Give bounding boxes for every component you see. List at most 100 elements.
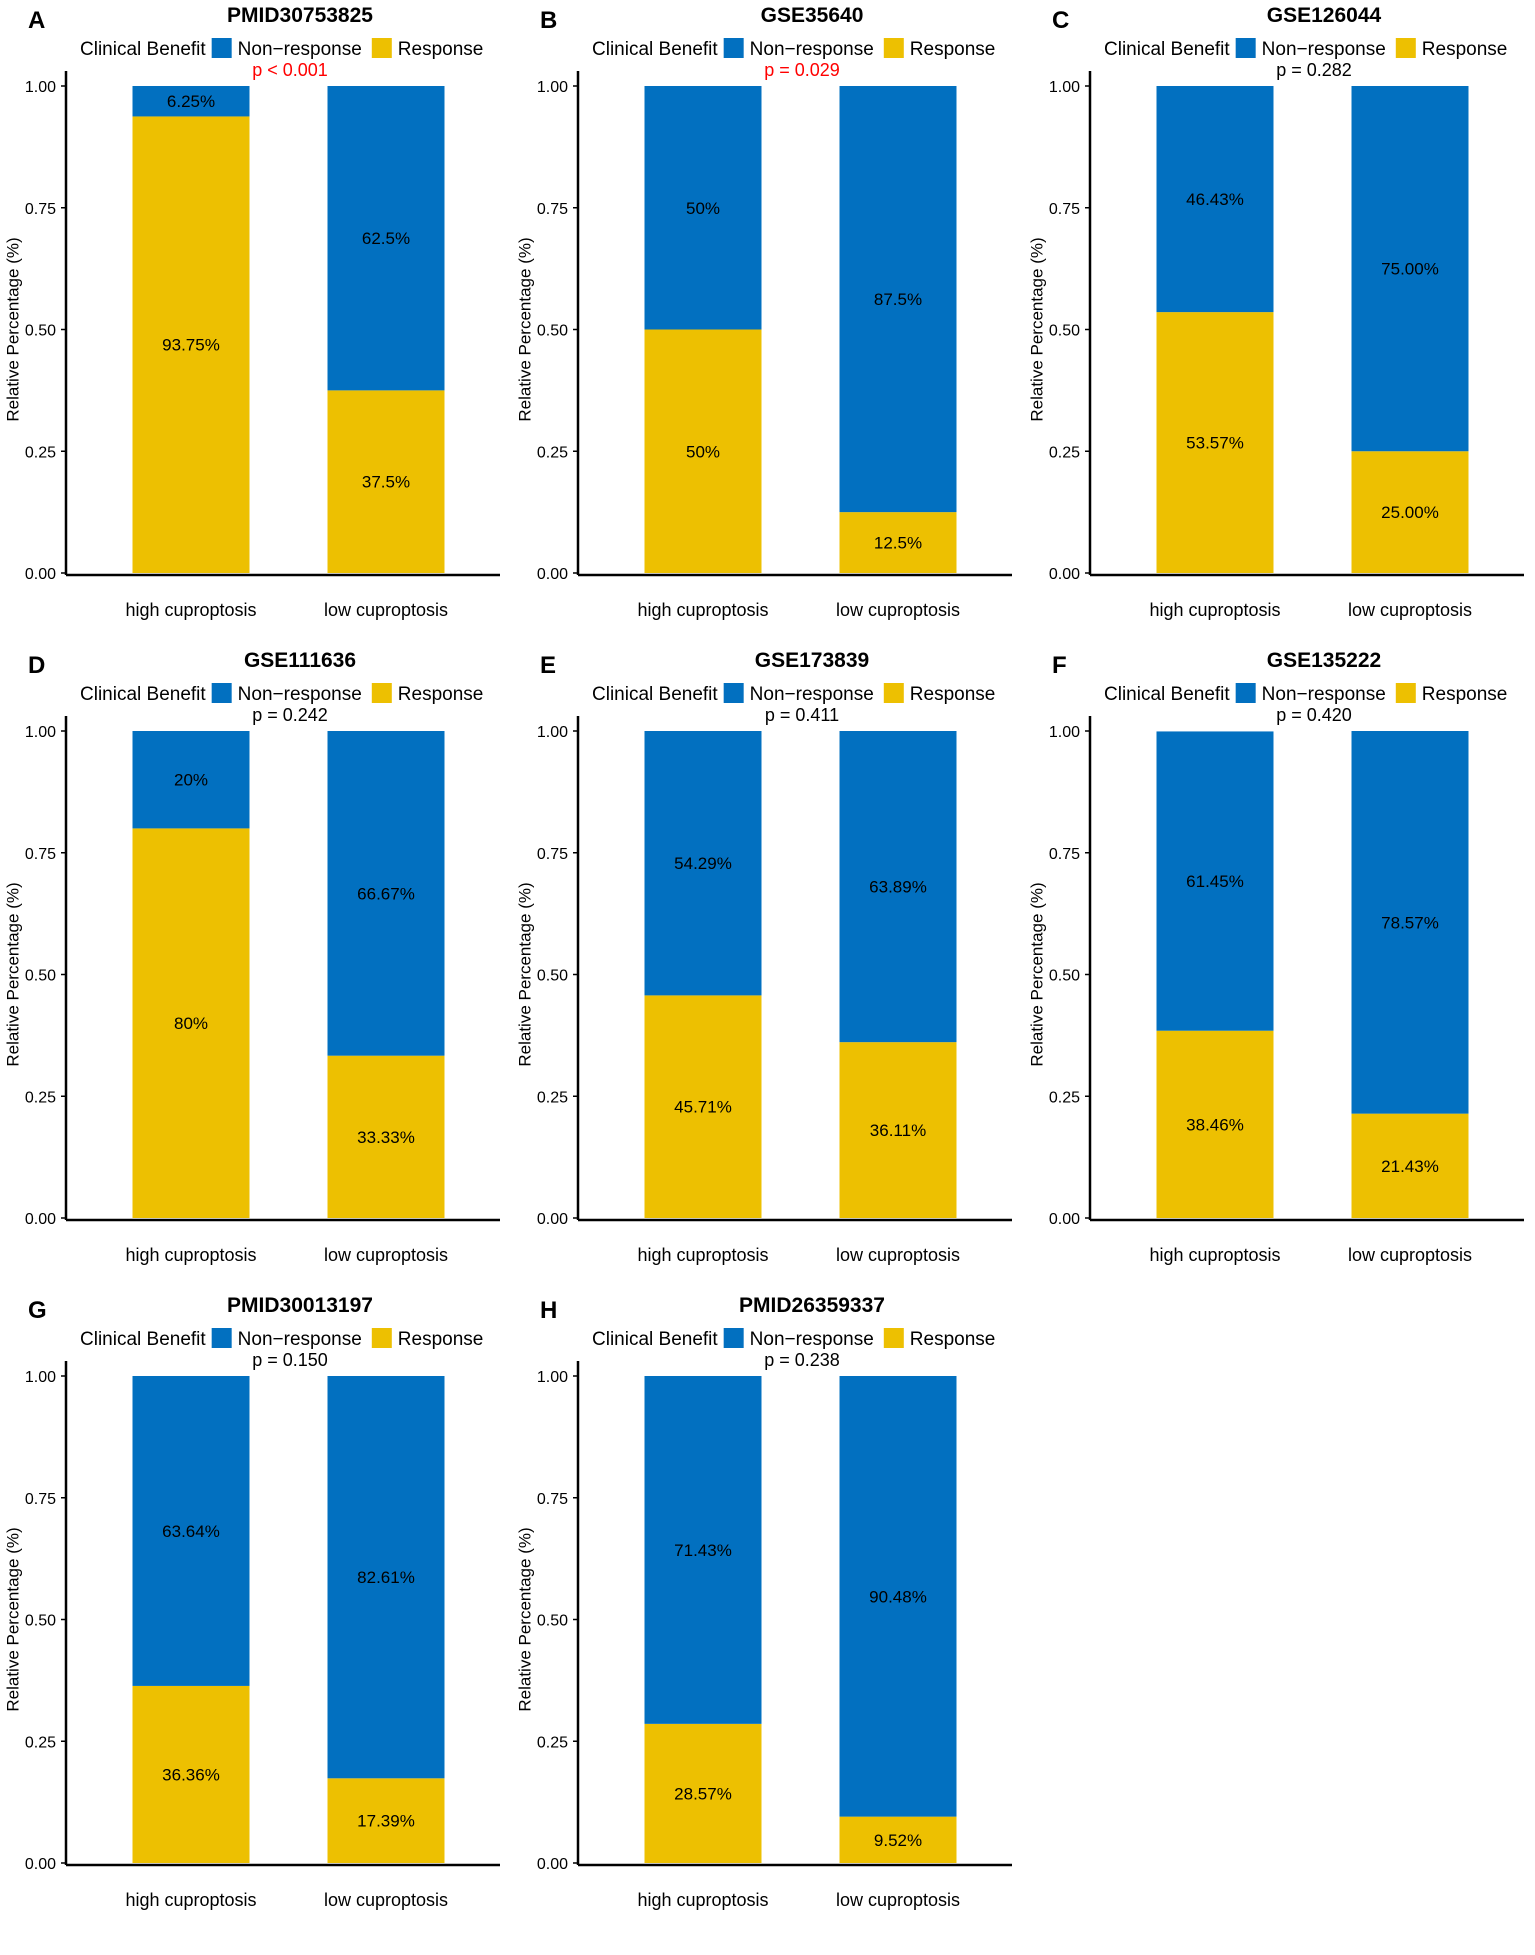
y-tick-label: 0.00: [537, 1211, 568, 1228]
y-axis-label: Relative Percentage (%): [515, 237, 534, 421]
y-tick-label: 0.50: [537, 968, 568, 985]
x-tick-label: high cuproptosis: [125, 1890, 256, 1910]
legend-swatch-response: [1395, 683, 1416, 703]
y-tick-label: 1.00: [1049, 79, 1080, 96]
bar-label-response: 80%: [174, 1014, 208, 1033]
p-value: p = 0.411: [765, 705, 839, 725]
bar-non-response: [1351, 731, 1469, 1114]
bar-response: [839, 1042, 957, 1218]
bar-label-response: 45.71%: [674, 1098, 732, 1117]
bar-label-non-response: 78.57%: [1381, 913, 1439, 932]
y-tick-label: 0.00: [25, 1856, 56, 1873]
legend-title: Clinical Benefit: [80, 39, 206, 60]
chart-panel-b: B GSE35640 Clinical Benefit Non−response Res…: [515, 4, 1012, 620]
p-value: p = 0.242: [252, 705, 328, 725]
legend-label-response: Response: [1422, 684, 1508, 705]
chart-panel-a: A PMID30753825 Clinical Benefit Non−respons…: [3, 4, 500, 620]
bar-label-response: 36.36%: [162, 1765, 220, 1784]
bar-response: [1156, 1030, 1274, 1218]
y-tick-label: 0.25: [1049, 1089, 1080, 1106]
p-value: p = 0.420: [1276, 705, 1352, 725]
chart-panel-d: D GSE111636 Clinical Benefit Non−response Re…: [3, 649, 500, 1265]
y-tick-label: 0.75: [25, 846, 56, 863]
legend-title: Clinical Benefit: [1104, 684, 1230, 705]
y-tick-label: 0.75: [537, 201, 568, 218]
bar-label-non-response: 61.45%: [1186, 872, 1244, 891]
x-tick-label: low cuproptosis: [1348, 1245, 1472, 1265]
bar-label-response: 38.46%: [1186, 1115, 1244, 1134]
chart-title: GSE126044: [1267, 4, 1382, 27]
legend: Clinical Benefit Non−response Response: [80, 38, 483, 60]
legend-title: Clinical Benefit: [592, 1329, 718, 1350]
legend: Clinical Benefit Non−response Response: [592, 683, 995, 705]
y-tick-label: 0.25: [537, 1089, 568, 1106]
legend: Clinical Benefit Non−response Response: [1104, 683, 1507, 705]
x-tick-label: high cuproptosis: [637, 1890, 768, 1910]
bar-response: [132, 828, 250, 1218]
y-axis-label: Relative Percentage (%): [1027, 237, 1046, 421]
bar-non-response: [839, 731, 957, 1043]
bar-label-non-response: 75.00%: [1381, 260, 1439, 279]
legend-swatch-non-response: [723, 1328, 744, 1348]
legend-swatch-response: [371, 1328, 392, 1348]
bar-label-non-response: 46.43%: [1186, 190, 1244, 209]
chart-panel-c: C GSE126044 Clinical Benefit Non−response Re…: [1027, 4, 1524, 620]
x-tick-label: high cuproptosis: [125, 600, 256, 620]
p-value: p = 0.282: [1276, 60, 1352, 80]
bar-label-response: 21.43%: [1381, 1157, 1439, 1176]
bar-response: [644, 329, 762, 573]
bar-label-non-response: 87.5%: [874, 290, 922, 309]
bar-label-response: 93.75%: [162, 336, 220, 355]
panel-letter: D: [28, 652, 45, 679]
y-tick-label: 0.25: [537, 1734, 568, 1751]
y-tick-label: 0.25: [25, 444, 56, 461]
panel-letter: G: [28, 1297, 47, 1324]
y-tick-label: 0.50: [25, 323, 56, 340]
y-tick-label: 0.50: [25, 968, 56, 985]
bar-response: [132, 116, 250, 573]
chart-panel-e: E GSE173839 Clinical Benefit Non−response Re…: [515, 649, 1012, 1265]
x-tick-label: low cuproptosis: [324, 600, 448, 620]
legend-label-non-response: Non−response: [1262, 684, 1386, 705]
bar-label-response: 17.39%: [357, 1812, 415, 1831]
chart-title: PMID30013197: [227, 1294, 373, 1317]
p-value: p = 0.029: [764, 60, 840, 80]
legend: Clinical Benefit Non−response Response: [80, 683, 483, 705]
p-value: p = 0.238: [764, 1350, 840, 1370]
legend-swatch-non-response: [723, 683, 744, 703]
bar-label-non-response: 20%: [174, 771, 208, 790]
legend-swatch-non-response: [1235, 38, 1256, 58]
bar-label-non-response: 62.5%: [362, 229, 410, 248]
bar-non-response: [839, 1376, 957, 1817]
legend-swatch-non-response: [723, 38, 744, 58]
panel-letter: E: [540, 652, 556, 679]
x-tick-label: high cuproptosis: [637, 600, 768, 620]
bar-label-response: 25.00%: [1381, 503, 1439, 522]
legend-swatch-response: [371, 683, 392, 703]
bar-response: [839, 1816, 957, 1863]
panel-letter: A: [28, 7, 45, 34]
bar-label-non-response: 90.48%: [869, 1587, 927, 1606]
bar-response: [644, 1723, 762, 1863]
y-axis-label: Relative Percentage (%): [3, 882, 22, 1066]
legend-title: Clinical Benefit: [592, 39, 718, 60]
bar-response: [839, 512, 957, 573]
bar-non-response: [839, 86, 957, 513]
legend-label-response: Response: [910, 39, 996, 60]
bar-non-response: [327, 731, 445, 1056]
chart-panel-g: G PMID30013197 Clinical Benefit Non−respons…: [3, 1294, 500, 1910]
legend-label-non-response: Non−response: [238, 39, 362, 60]
legend-swatch-non-response: [1235, 683, 1256, 703]
y-axis-label: Relative Percentage (%): [3, 1527, 22, 1711]
chart-panel-f: F GSE135222 Clinical Benefit Non−response Re…: [1027, 649, 1524, 1265]
chart-title: PMID26359337: [739, 1294, 885, 1317]
y-tick-label: 0.25: [1049, 444, 1080, 461]
y-tick-label: 1.00: [537, 79, 568, 96]
y-tick-label: 1.00: [25, 724, 56, 741]
y-tick-label: 0.25: [25, 1734, 56, 1751]
chart-title: GSE173839: [755, 649, 869, 672]
bar-label-non-response: 82.61%: [357, 1568, 415, 1587]
legend: Clinical Benefit Non−response Response: [592, 38, 995, 60]
bar-response: [132, 1685, 250, 1863]
